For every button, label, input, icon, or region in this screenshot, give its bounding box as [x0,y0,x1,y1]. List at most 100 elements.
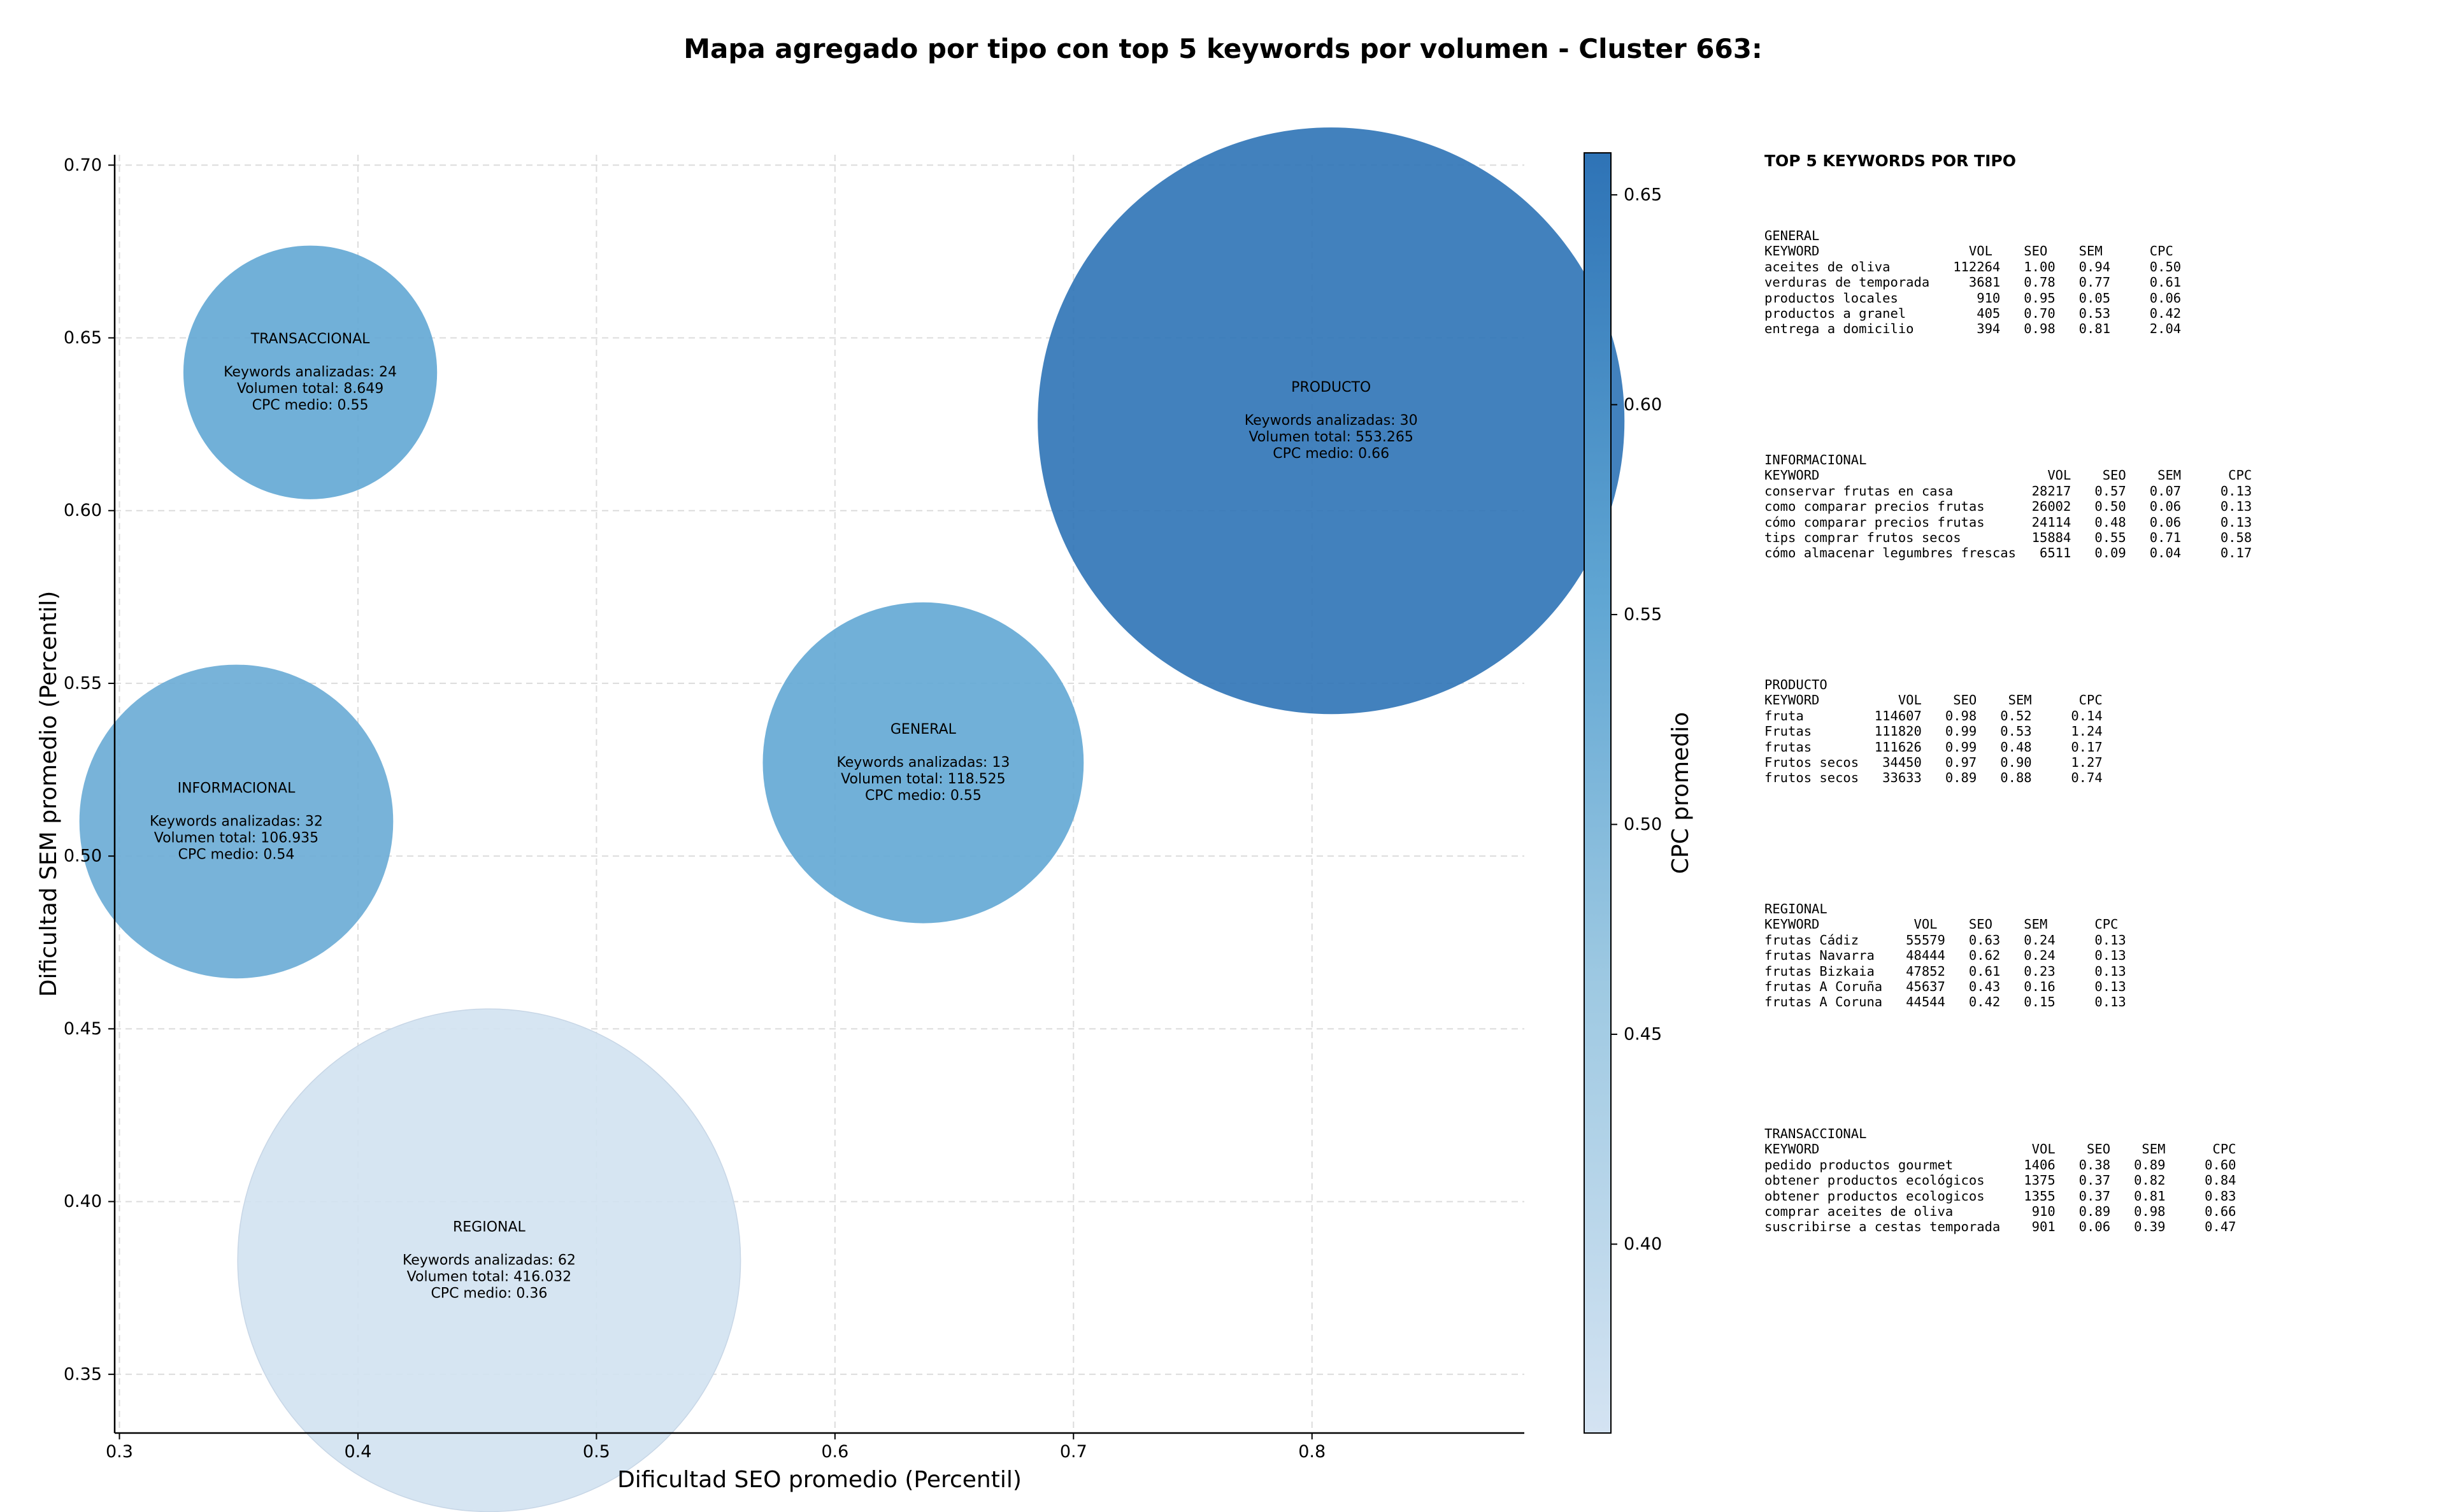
bubble-cpc-label: CPC medio: 0.54 [178,846,295,862]
keyword-table-header: KEYWORD VOL SEO SEM CPC [1764,467,2252,483]
bubble-circle [79,664,394,979]
keyword-table-type: REGIONAL [1764,901,1827,916]
bubble-volume-label: Volumen total: 118.525 [841,771,1005,787]
colorbar-tick-label: 0.45 [1624,1024,1662,1044]
keyword-table-row: pedido productos gourmet 1406 0.38 0.89 … [1764,1157,2236,1173]
keyword-table-row: productos a granel 405 0.70 0.53 0.42 [1764,306,2182,322]
bubble-type-label: TRANSACCIONAL [250,331,370,347]
keyword-table-row: frutos secos 33633 0.89 0.88 0.74 [1764,770,2103,786]
keyword-table-type: INFORMACIONAL [1764,452,1867,467]
keyword-table-row: entrega a domicilio 394 0.98 0.81 2.04 [1764,321,2182,337]
y-axis-label: Dificultad SEM promedio (Percentil) [36,591,62,997]
bubble-volume-label: Volumen total: 106.935 [154,830,318,846]
keyword-table-row: frutas Navarra 48444 0.62 0.24 0.13 [1764,948,2126,964]
bubble-type-label: INFORMACIONAL [178,780,296,796]
keyword-table-row: fruta 114607 0.98 0.52 0.14 [1764,708,2103,724]
keyword-table-row: Frutas 111820 0.99 0.53 1.24 [1764,724,2103,739]
keyword-table-row: Frutos secos 34450 0.97 0.90 1.27 [1764,755,2103,771]
colorbar-gradient [1584,152,1612,1434]
colorbar-tick-label: 0.50 [1624,815,1662,834]
bubble-keywords-label: Keywords analizadas: 62 [403,1252,576,1268]
chart-title: Mapa agregado por tipo con top 5 keyword… [683,33,1763,64]
keyword-table-general: GENERAL KEYWORD VOL SEO SEM CPC aceites de… [1764,228,2181,337]
colorbar-tick-label: 0.40 [1624,1234,1662,1254]
keyword-table-producto: PRODUCTO KEYWORD VOL SEO SEM CPC fruta 114… [1764,677,2103,786]
keyword-table-row: como comparar precios frutas 26002 0.50 … [1764,499,2252,515]
bubble-volume-label: Volumen total: 553.265 [1248,429,1413,445]
bubble-keywords-label: Keywords analizadas: 30 [1245,413,1418,429]
keyword-table-row: frutas Bizkaia 47852 0.61 0.23 0.13 [1764,963,2126,979]
bubble-keywords-label: Keywords analizadas: 13 [836,755,1010,771]
keyword-table-row: frutas A Coruña 45637 0.43 0.16 0.13 [1764,979,2126,995]
x-axis-label: Dificultad SEO promedio (Percentil) [617,1467,1022,1493]
keyword-table-row: verduras de temporada 3681 0.78 0.77 0.6… [1764,275,2182,290]
keyword-table-header: KEYWORD VOL SEO SEM CPC [1764,916,2119,932]
keyword-table-row: conservar frutas en casa 28217 0.57 0.07… [1764,483,2252,499]
y-tick-label: 0.40 [64,1192,102,1211]
x-tick-label: 0.8 [1298,1442,1326,1462]
bubble-volume-label: Volumen total: 416.032 [407,1269,571,1285]
y-tick-label: 0.60 [64,501,102,520]
bubble-cpc-label: CPC medio: 0.55 [865,788,982,804]
bubble-circle [183,245,438,499]
keyword-table-regional: REGIONAL KEYWORD VOL SEO SEM CPC frutas Cá… [1764,901,2126,1010]
bubble-transaccional: TRANSACCIONAL Keywords analizadas: 24Volu… [183,245,438,499]
y-tick-label: 0.65 [64,328,102,348]
keyword-table-informacional: INFORMACIONAL KEYWORD VOL SEO SEM CPC cons… [1764,452,2252,561]
keyword-table-row: obtener productos ecologicos 1355 0.37 0… [1764,1188,2236,1204]
keyword-table-row: frutas A Coruna 44544 0.42 0.15 0.13 [1764,994,2126,1010]
colorbar-label: CPC promedio [1668,712,1694,874]
y-tick-label: 0.55 [64,673,102,693]
x-tick-label: 0.5 [583,1442,610,1462]
keyword-table-row: frutas Cádiz 55579 0.63 0.24 0.13 [1764,932,2126,948]
x-tick-label: 0.6 [821,1442,848,1462]
bubble-type-label: REGIONAL [453,1219,526,1235]
bubble-cpc-label: CPC medio: 0.66 [1273,446,1389,462]
keyword-table-row: cómo comparar precios frutas 24114 0.48 … [1764,514,2252,530]
keyword-table-header: KEYWORD VOL SEO SEM CPC [1764,692,2103,708]
bubble-type-label: PRODUCTO [1291,380,1371,396]
keyword-table-row: tips comprar frutos secos 15884 0.55 0.7… [1764,530,2252,546]
x-tick-label: 0.4 [344,1442,371,1462]
keyword-table-row: aceites de oliva 112264 1.00 0.94 0.50 [1764,259,2182,275]
colorbar-tick-label: 0.60 [1624,395,1662,415]
keyword-table-type: GENERAL [1764,228,1820,243]
y-tick-label: 0.70 [64,155,102,175]
y-tick-label: 0.45 [64,1019,102,1039]
bubble-keywords-label: Keywords analizadas: 32 [150,813,323,829]
y-tick-label: 0.50 [64,846,102,866]
keyword-table-row: comprar aceites de oliva 910 0.89 0.98 0… [1764,1204,2236,1220]
axes: 0.3 0.4 0.5 0.6 0.7 0.8 0.35 0.40 0.45 0.50 0.55 0.… [36,155,1524,1493]
bubble-circle [762,602,1084,924]
bubble-cpc-label: CPC medio: 0.36 [431,1285,547,1301]
bubble-type-label: GENERAL [890,722,957,738]
keyword-table-row: obtener productos ecológicos 1375 0.37 0… [1764,1173,2236,1188]
x-tick-label: 0.3 [106,1442,133,1462]
keyword-table-row: productos locales 910 0.95 0.05 0.06 [1764,290,2182,306]
bubble-cpc-label: CPC medio: 0.55 [252,397,369,413]
panel-title: TOP 5 KEYWORDS POR TIPO [1764,152,2016,170]
x-tick-label: 0.7 [1060,1442,1087,1462]
top-keywords-panel: TOP 5 KEYWORDS POR TIPO GENERAL KEYWORD V… [1764,146,2433,1234]
colorbar-tick-label: 0.65 [1624,185,1662,204]
bubble-circle [1038,127,1625,715]
keyword-table-row: suscribirse a cestas temporada 901 0.06 … [1764,1219,2236,1235]
keyword-table-type: PRODUCTO [1764,677,1827,692]
bubble-informacional: INFORMACIONAL Keywords analizadas: 32Volu… [79,664,394,979]
colorbar: 0.40 0.45 0.50 0.55 0.60 0.65 CPC promedio [1584,152,1694,1434]
keyword-table-type: TRANSACCIONAL [1764,1126,1867,1141]
keyword-table-header: KEYWORD VOL SEO SEM CPC [1764,1141,2236,1157]
keyword-table-transaccional: TRANSACCIONAL KEYWORD VOL SEO SEM CPC pedi… [1764,1126,2236,1235]
bubble-volume-label: Volumen total: 8.649 [237,381,383,397]
colorbar-tick-label: 0.55 [1624,604,1662,624]
keyword-table-row: cómo almacenar legumbres frescas 6511 0.… [1764,545,2252,561]
keyword-table-row: frutas 111626 0.99 0.48 0.17 [1764,739,2103,755]
bubble-keywords-label: Keywords analizadas: 24 [224,364,397,380]
bubble-circle [237,1008,741,1512]
keyword-table-header: KEYWORD VOL SEO SEM CPC [1764,243,2173,259]
